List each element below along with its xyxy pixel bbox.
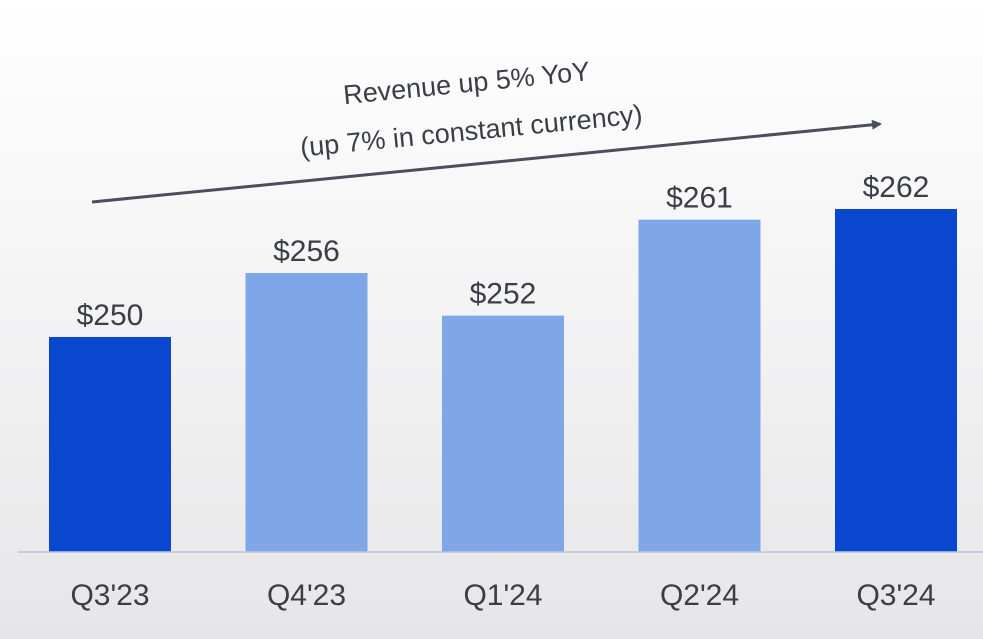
- bar-q224: [638, 219, 761, 552]
- bar-q124: [442, 315, 564, 552]
- data-label: $252: [470, 278, 537, 311]
- x-tick-label: Q3'24: [856, 579, 935, 612]
- x-tick-label: Q2'24: [660, 579, 739, 612]
- data-label: $256: [273, 235, 340, 268]
- bar-q324: [835, 209, 957, 552]
- annotation-line-1: Revenue up 5% YoY: [342, 56, 591, 110]
- bars-group: [49, 209, 957, 552]
- x-tick-label: Q3'23: [70, 579, 149, 612]
- trend-arrow: [91, 119, 882, 204]
- growth-annotation: Revenue up 5% YoY (up 7% in constant cur…: [299, 56, 644, 162]
- data-labels-group: $250 $256 $252 $261 $262: [77, 171, 930, 332]
- x-tick-label: Q1'24: [463, 579, 542, 612]
- x-tick-label: Q4'23: [267, 579, 346, 612]
- data-label: $261: [666, 182, 733, 215]
- bar-q323: [49, 337, 171, 552]
- data-label: $250: [77, 299, 144, 332]
- data-label: $262: [863, 171, 930, 204]
- x-tick-labels-group: Q3'23 Q4'23 Q1'24 Q2'24 Q3'24: [70, 579, 935, 612]
- bar-q423: [245, 273, 368, 552]
